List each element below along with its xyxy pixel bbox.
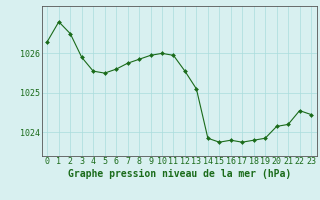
X-axis label: Graphe pression niveau de la mer (hPa): Graphe pression niveau de la mer (hPa): [68, 169, 291, 179]
